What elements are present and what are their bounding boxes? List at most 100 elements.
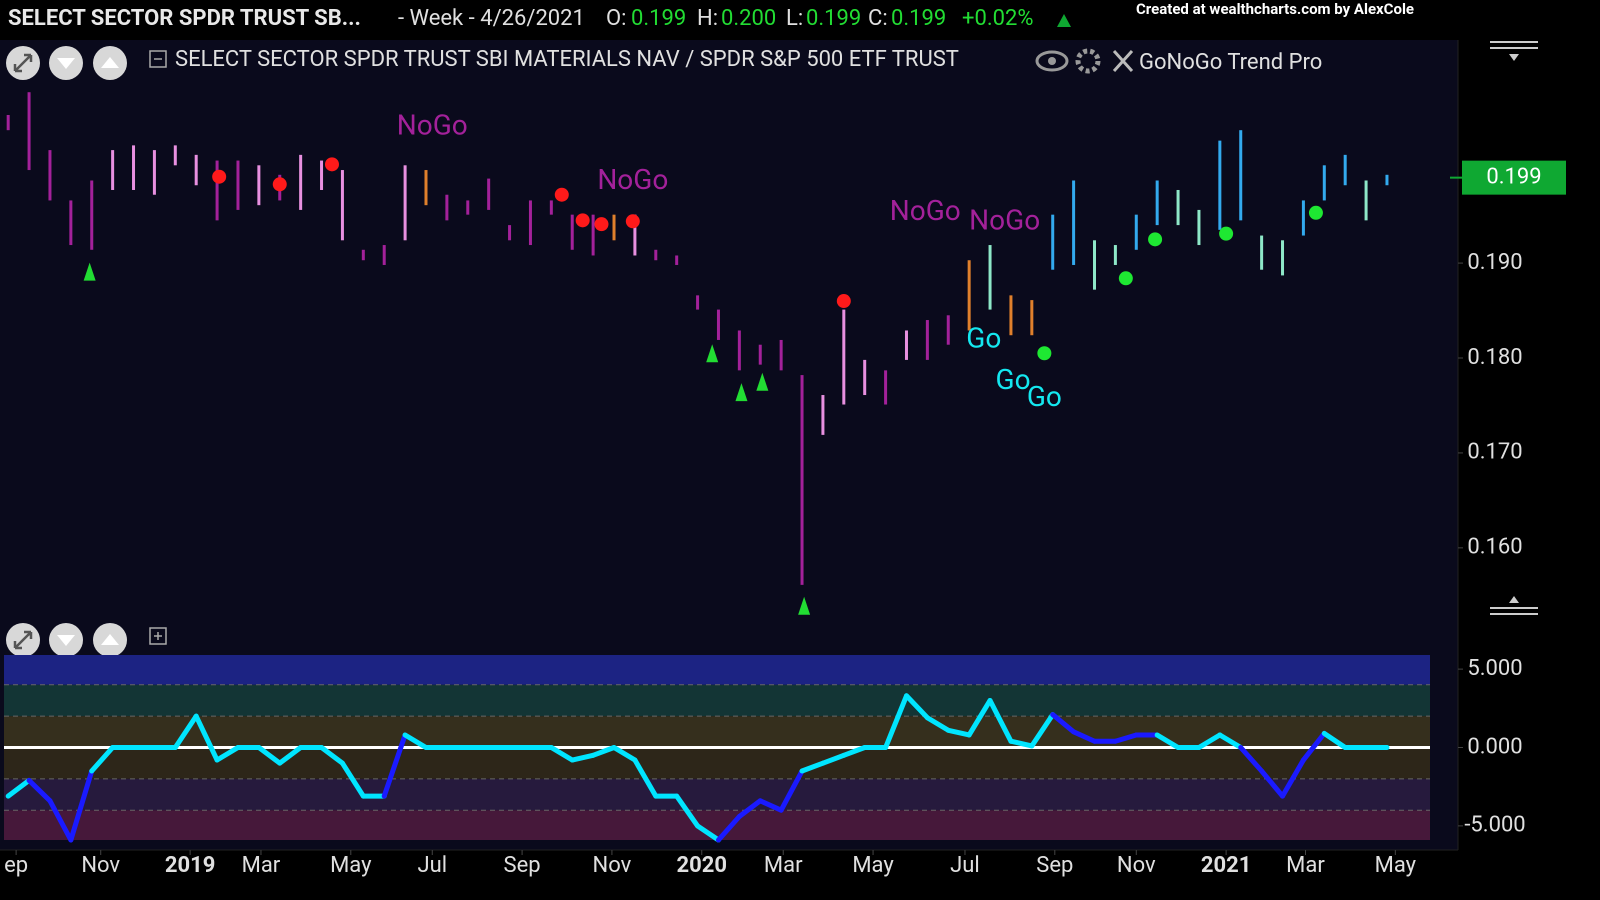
- signal-dot: [625, 214, 640, 229]
- price-bar: [1093, 240, 1096, 290]
- oscillator-segment: [339, 760, 366, 799]
- minimize-button[interactable]: [149, 50, 167, 68]
- price-bar: [821, 395, 825, 435]
- series-title: SELECT SECTOR SPDR TRUST SBI MATERIALS N…: [175, 47, 959, 72]
- price-bar: [1281, 240, 1285, 276]
- signal-dot: [1308, 205, 1323, 220]
- x-tick-label: Nov: [81, 853, 120, 878]
- oscillator-segment: [1321, 730, 1348, 750]
- symbol: SELECT SECTOR SPDR TRUST SB...: [8, 6, 361, 31]
- ohlc-value: 0.200: [721, 6, 776, 31]
- icon: [57, 635, 75, 646]
- price-bar: [1134, 214, 1138, 250]
- visibility-button[interactable]: [1035, 50, 1069, 72]
- zone-band: [4, 747, 1430, 779]
- icon: [1509, 596, 1519, 603]
- last-price-tag: [1462, 160, 1566, 195]
- signal-dot: [1148, 232, 1163, 247]
- icon: [57, 58, 75, 69]
- price-bar: [69, 200, 73, 246]
- price-bar: [6, 114, 10, 131]
- price-bar: [612, 214, 616, 241]
- price-bar: [403, 165, 407, 241]
- oscillator-segment: [569, 752, 596, 763]
- oscillator-segment: [1112, 732, 1139, 744]
- zone-band: [4, 655, 1430, 685]
- oscillator-segment: [945, 727, 972, 738]
- icon: [13, 630, 33, 650]
- price-bar: [48, 150, 52, 201]
- price-bar: [299, 154, 303, 210]
- ohlc-label: O:: [606, 6, 626, 31]
- icon: [101, 57, 119, 68]
- signal-dot: [575, 213, 590, 228]
- zone-band: [4, 810, 1430, 840]
- oscillator-segment: [590, 745, 617, 758]
- expand-button[interactable]: [149, 627, 167, 645]
- price-bar: [340, 170, 344, 241]
- oscillator-segment: [695, 823, 721, 843]
- price-bar: [90, 180, 94, 250]
- oscillator-segment: [1300, 730, 1327, 763]
- annotation: Go: [1027, 380, 1062, 413]
- ohlc-value: 0.199: [631, 6, 686, 31]
- oscillator-segment: [548, 745, 575, 763]
- oscillator-segment: [381, 732, 408, 799]
- oscillator-segment: [611, 745, 638, 763]
- remove-button[interactable]: [1112, 49, 1134, 73]
- oscillator-segment: [68, 768, 95, 843]
- oscillator-segment: [1050, 712, 1077, 735]
- price-bar: [320, 160, 324, 190]
- price-bar: [675, 255, 679, 265]
- indicator-name: GoNoGo Trend Pro: [1139, 50, 1322, 75]
- price-bar: [1385, 174, 1389, 186]
- oscillator-segment: [799, 760, 826, 774]
- price-bar: [1343, 154, 1347, 186]
- price-bar: [591, 214, 595, 256]
- annotation: Go: [996, 363, 1031, 396]
- price-bar: [1051, 214, 1055, 270]
- oscillator-segment: [5, 777, 32, 799]
- last-price-label: 0.199: [1486, 164, 1541, 189]
- signal-dot: [272, 177, 287, 192]
- price-bar: [570, 214, 574, 250]
- oscillator-segment: [1259, 768, 1286, 799]
- zone-band: [4, 684, 1430, 717]
- price-bar: [758, 344, 762, 365]
- signal-dot: [324, 157, 339, 172]
- price-bar: [1009, 295, 1013, 336]
- x-tick-label: 2021: [1201, 853, 1252, 878]
- y-tick-label: 0.160: [1467, 535, 1522, 560]
- price-bar: [1364, 180, 1368, 221]
- x-tick-label: Mar: [1286, 853, 1325, 878]
- price-bar: [633, 214, 637, 256]
- panel-menu[interactable]: [1490, 41, 1538, 49]
- price-bar: [173, 145, 177, 166]
- price-bar: [528, 200, 532, 246]
- price-bar: [361, 249, 365, 261]
- oscillator-segment: [47, 798, 74, 843]
- annotation: NoGo: [890, 194, 961, 227]
- x-tick-label: Sep: [1036, 853, 1073, 878]
- y-tick-label: 0.170: [1467, 440, 1522, 465]
- price-bar: [382, 245, 386, 265]
- price-bar: [696, 295, 700, 310]
- x-tick-label: Sep: [504, 853, 541, 878]
- price-bar: [779, 339, 783, 371]
- oscillator-segment: [924, 715, 951, 733]
- annotation: Go: [966, 321, 1001, 354]
- settings-button[interactable]: [1075, 48, 1101, 74]
- x-tick-label: Mar: [242, 853, 281, 878]
- oscillator-segment: [277, 745, 304, 766]
- panel-resize[interactable]: [1490, 607, 1538, 615]
- x-tick-label: ep: [4, 853, 28, 878]
- x-tick-label: Nov: [593, 853, 632, 878]
- change-arrow: [1057, 14, 1071, 27]
- price-bar: [716, 309, 720, 340]
- credit: Created at wealthcharts.com by AlexCole: [1136, 0, 1414, 18]
- oscillator-segment: [319, 745, 345, 766]
- signal-dot: [1118, 271, 1133, 286]
- oscillator-segment: [214, 745, 241, 763]
